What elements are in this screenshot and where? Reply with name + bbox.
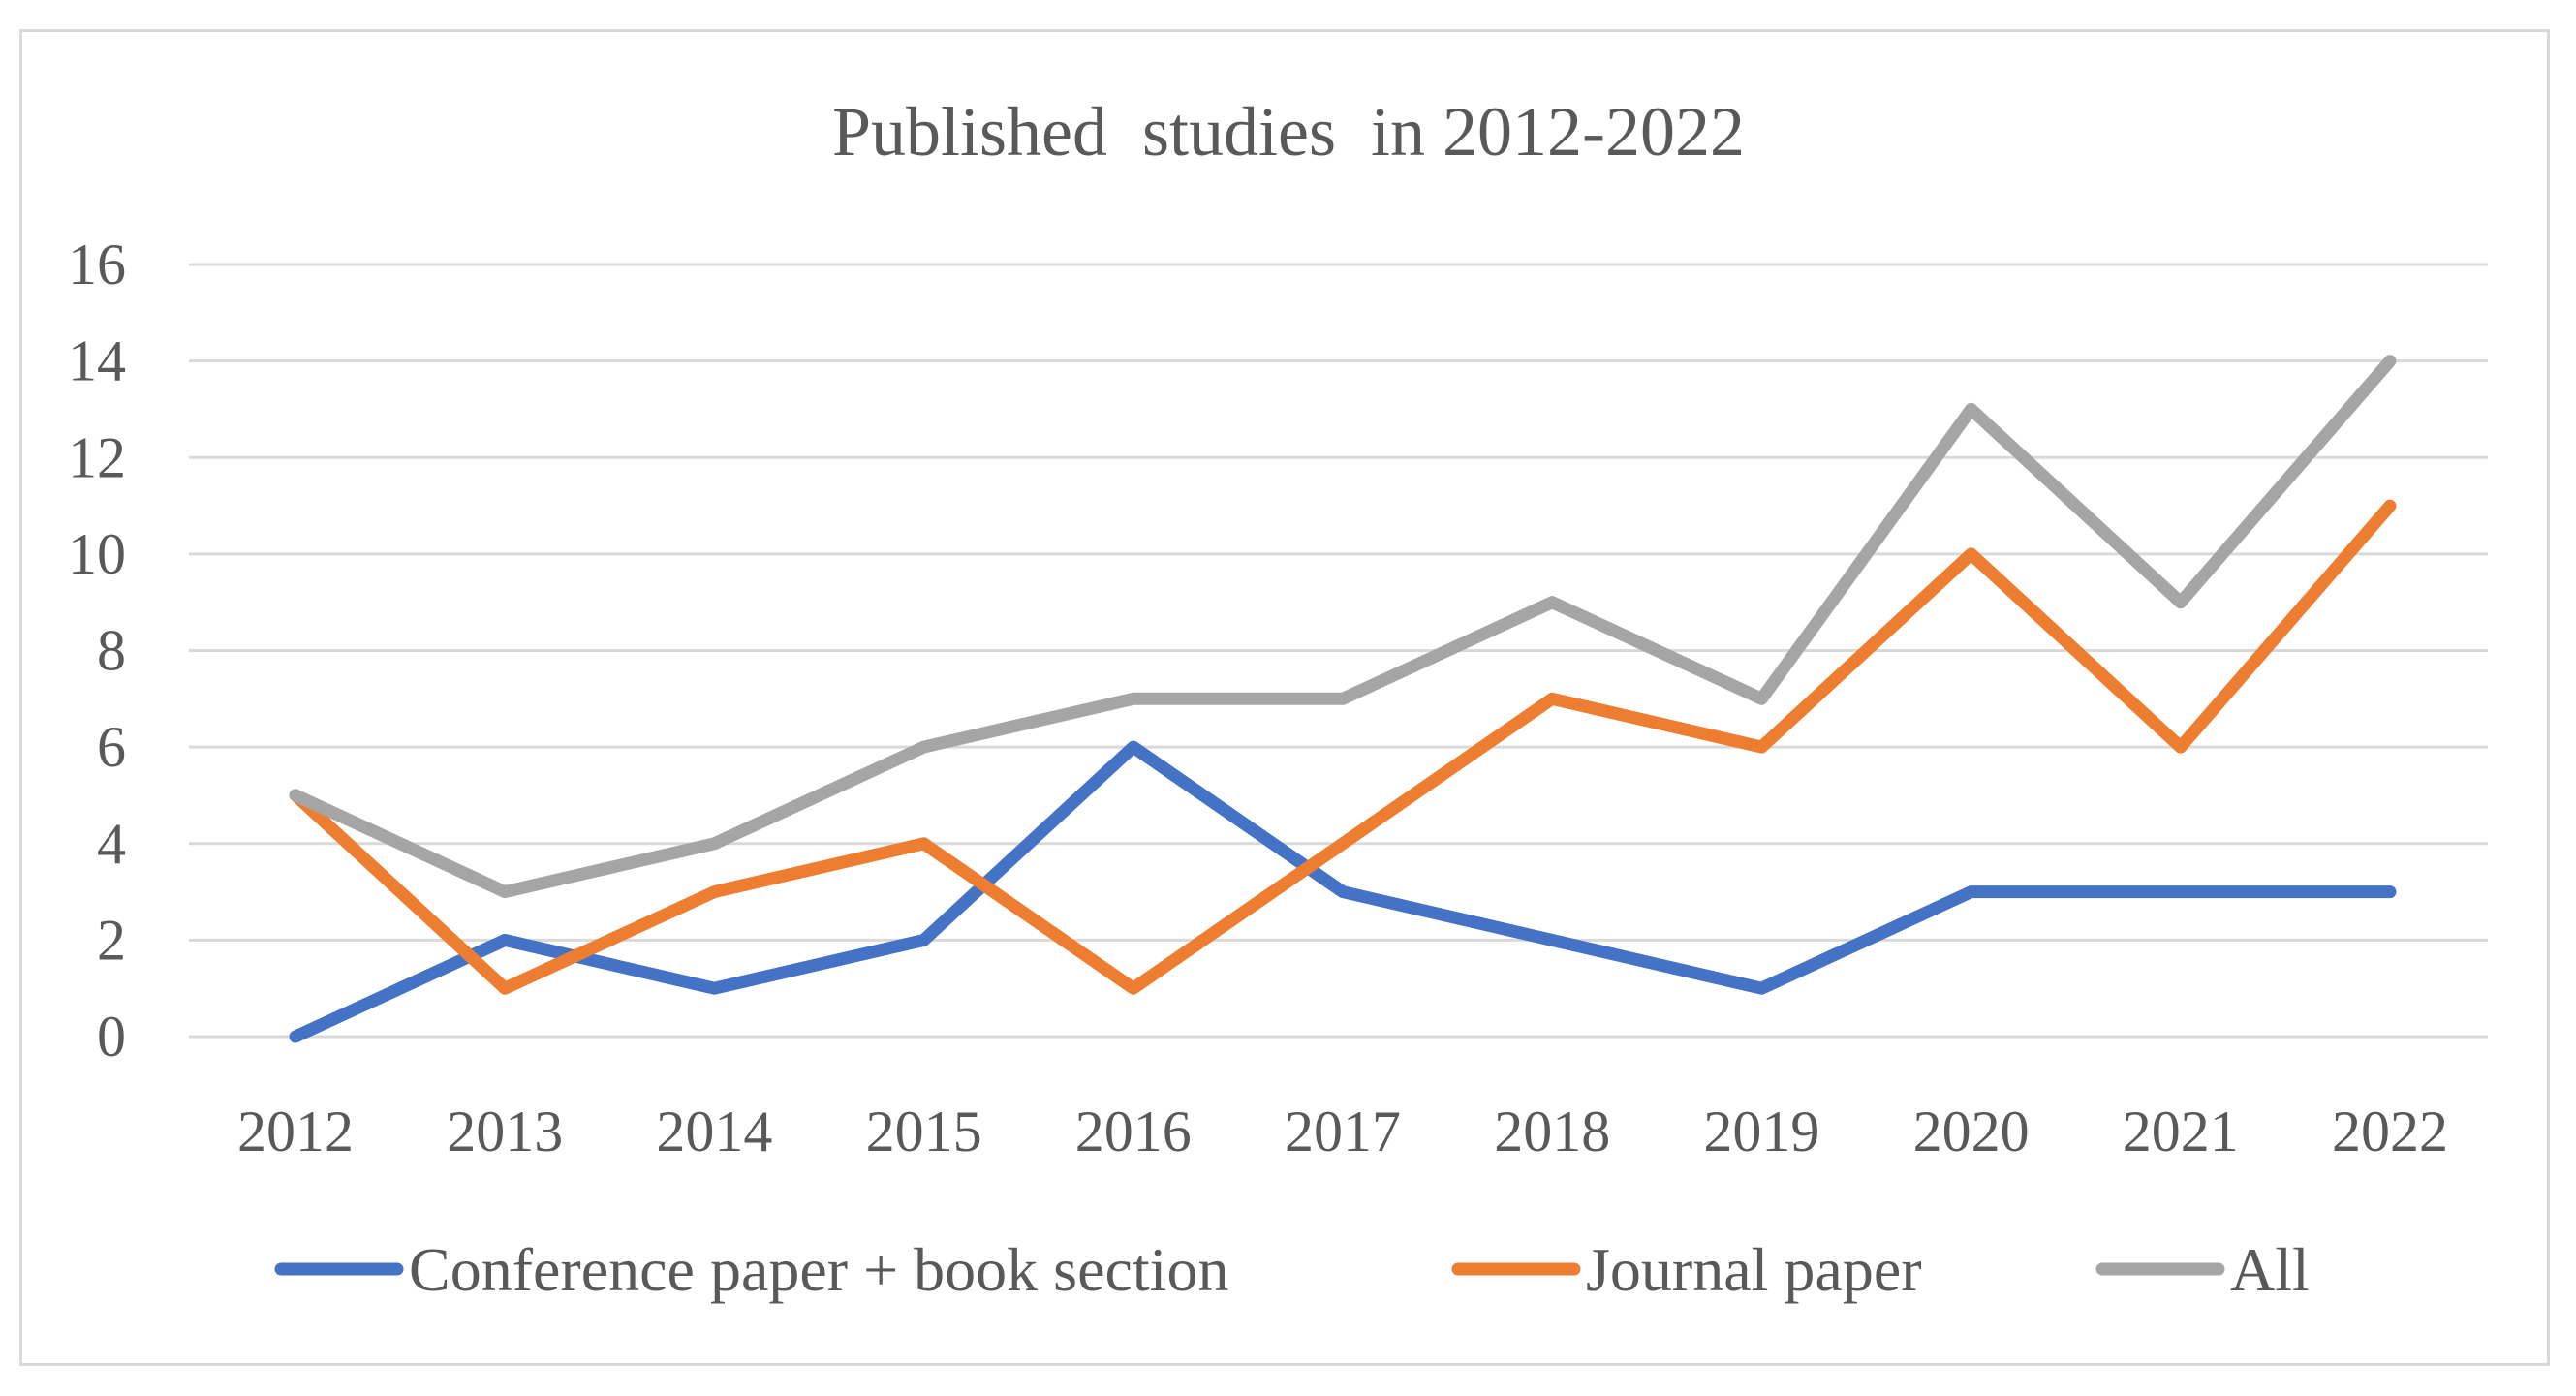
y-tick-label: 2	[97, 908, 126, 972]
data-point	[1971, 408, 1972, 410]
series-line-1	[289, 499, 2397, 995]
legend-label: Journal paper	[1586, 1235, 1922, 1304]
data-point	[1133, 698, 1134, 699]
series-line-2	[289, 355, 2397, 899]
data-point	[2389, 891, 2391, 893]
chart-title: Published studies in 2012-2022	[832, 93, 1745, 171]
x-axis-ticks: 2012 2013 2014 2015 2016 2017 2018 2019 2020 2021…	[237, 1100, 2448, 1163]
x-tick-label: 2014	[656, 1100, 772, 1163]
data-point	[1133, 746, 1134, 748]
y-tick-label: 12	[68, 425, 126, 489]
data-point	[1971, 891, 1972, 893]
legend: Conference paper + book section Journal p…	[274, 1235, 2310, 1304]
legend-item: Journal paper	[1451, 1235, 1922, 1304]
data-point	[295, 1036, 296, 1038]
x-tick-label: 2019	[1703, 1100, 1819, 1163]
data-point	[1760, 746, 1762, 748]
gridlines	[189, 263, 2488, 1039]
y-tick-label: 14	[68, 329, 126, 393]
y-tick-label: 16	[68, 233, 126, 296]
data-point	[504, 939, 506, 941]
data-point	[504, 987, 506, 989]
data-point	[2180, 891, 2182, 893]
x-tick-label: 2018	[1494, 1100, 1610, 1163]
x-tick-label: 2021	[2123, 1100, 2239, 1163]
data-point	[1551, 698, 1553, 699]
legend-item: Conference paper + book section	[274, 1235, 1228, 1304]
data-point	[2180, 746, 2182, 748]
y-tick-label: 10	[68, 522, 126, 586]
x-tick-label: 2022	[2332, 1100, 2448, 1163]
data-point	[923, 843, 925, 845]
data-point	[923, 746, 925, 748]
data-point	[713, 987, 715, 989]
y-tick-label: 8	[97, 619, 126, 683]
x-tick-label: 2020	[1913, 1100, 2030, 1163]
y-axis-ticks: 0 2 4 6 8 10 12 14 16	[68, 233, 126, 1069]
legend-item: All	[2095, 1235, 2310, 1304]
data-point	[1342, 698, 1344, 699]
data-point	[923, 939, 925, 941]
data-point	[713, 891, 715, 893]
y-tick-label: 0	[97, 1005, 126, 1069]
x-tick-label: 2015	[866, 1100, 982, 1163]
data-point	[1760, 698, 1762, 699]
legend-label: All	[2230, 1235, 2310, 1304]
x-tick-label: 2017	[1285, 1100, 1401, 1163]
data-point	[2389, 505, 2391, 507]
data-point	[713, 843, 715, 845]
series-line-0	[289, 740, 2397, 1043]
legend-label: Conference paper + book section	[409, 1235, 1228, 1304]
data-point	[1551, 602, 1553, 604]
data-point	[1342, 843, 1344, 845]
data-point	[1551, 939, 1553, 941]
x-tick-label: 2012	[237, 1100, 354, 1163]
x-tick-label: 2013	[447, 1100, 563, 1163]
data-point	[2389, 360, 2391, 362]
series-lines	[289, 355, 2397, 1043]
y-tick-label: 6	[97, 715, 126, 779]
data-point	[1342, 891, 1344, 893]
data-point	[1971, 553, 1972, 555]
data-point	[295, 794, 296, 796]
data-point	[1133, 987, 1134, 989]
y-tick-label: 4	[97, 812, 126, 876]
data-point	[1760, 987, 1762, 989]
x-tick-label: 2016	[1075, 1100, 1192, 1163]
data-point	[2180, 602, 2182, 604]
data-point	[504, 891, 506, 893]
